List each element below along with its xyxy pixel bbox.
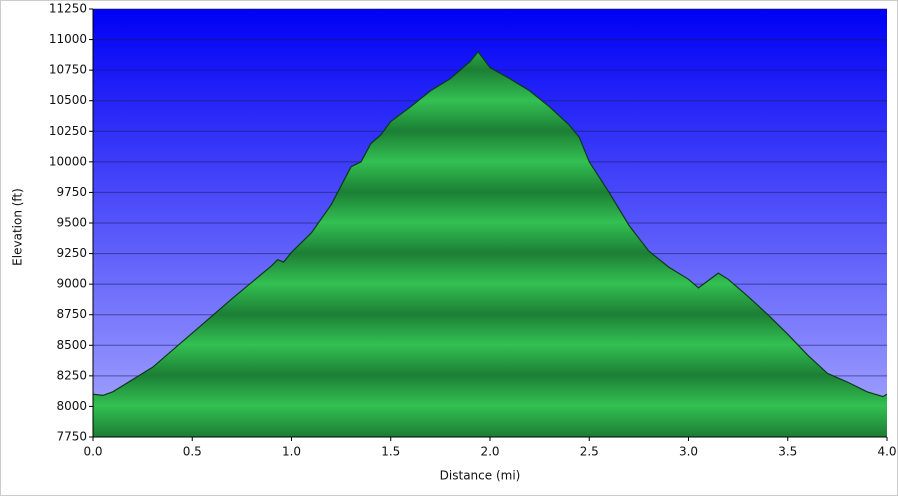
y-tick-label: 10750 — [49, 63, 87, 77]
y-tick-label: 9750 — [56, 185, 87, 199]
x-tick-label: 3.5 — [778, 445, 797, 459]
x-tick-label: 0.0 — [83, 445, 102, 459]
x-axis-title: Distance (mi) — [440, 469, 521, 483]
x-tick-label: 2.0 — [480, 445, 499, 459]
y-tick-label: 8250 — [56, 368, 87, 382]
x-tick-label: 4.0 — [877, 445, 896, 459]
y-tick-label: 7750 — [56, 430, 87, 444]
area — [93, 51, 887, 438]
y-tick-label: 10250 — [49, 124, 87, 138]
y-axis-title: Elevation (ft) — [11, 188, 25, 266]
y-tick-label: 8750 — [56, 307, 87, 321]
y-tick-label: 10500 — [49, 93, 87, 107]
y-tick-label: 9250 — [56, 246, 87, 260]
x-tick-label: 1.0 — [282, 445, 301, 459]
x-tick-label: 1.5 — [381, 445, 400, 459]
x-tick-label: 2.5 — [580, 445, 599, 459]
y-tick-label: 8000 — [56, 399, 87, 413]
x-tick-label: 3.0 — [679, 445, 698, 459]
y-tick-label: 9500 — [56, 216, 87, 230]
area-outline — [92, 50, 888, 398]
y-tick-label: 10000 — [49, 154, 87, 168]
y-tick-label: 11250 — [49, 2, 87, 16]
y-tick-label: 11000 — [49, 32, 87, 46]
y-tick-label: 9000 — [56, 277, 87, 291]
y-tick-label: 8500 — [56, 338, 87, 352]
x-tick-label: 0.5 — [183, 445, 202, 459]
